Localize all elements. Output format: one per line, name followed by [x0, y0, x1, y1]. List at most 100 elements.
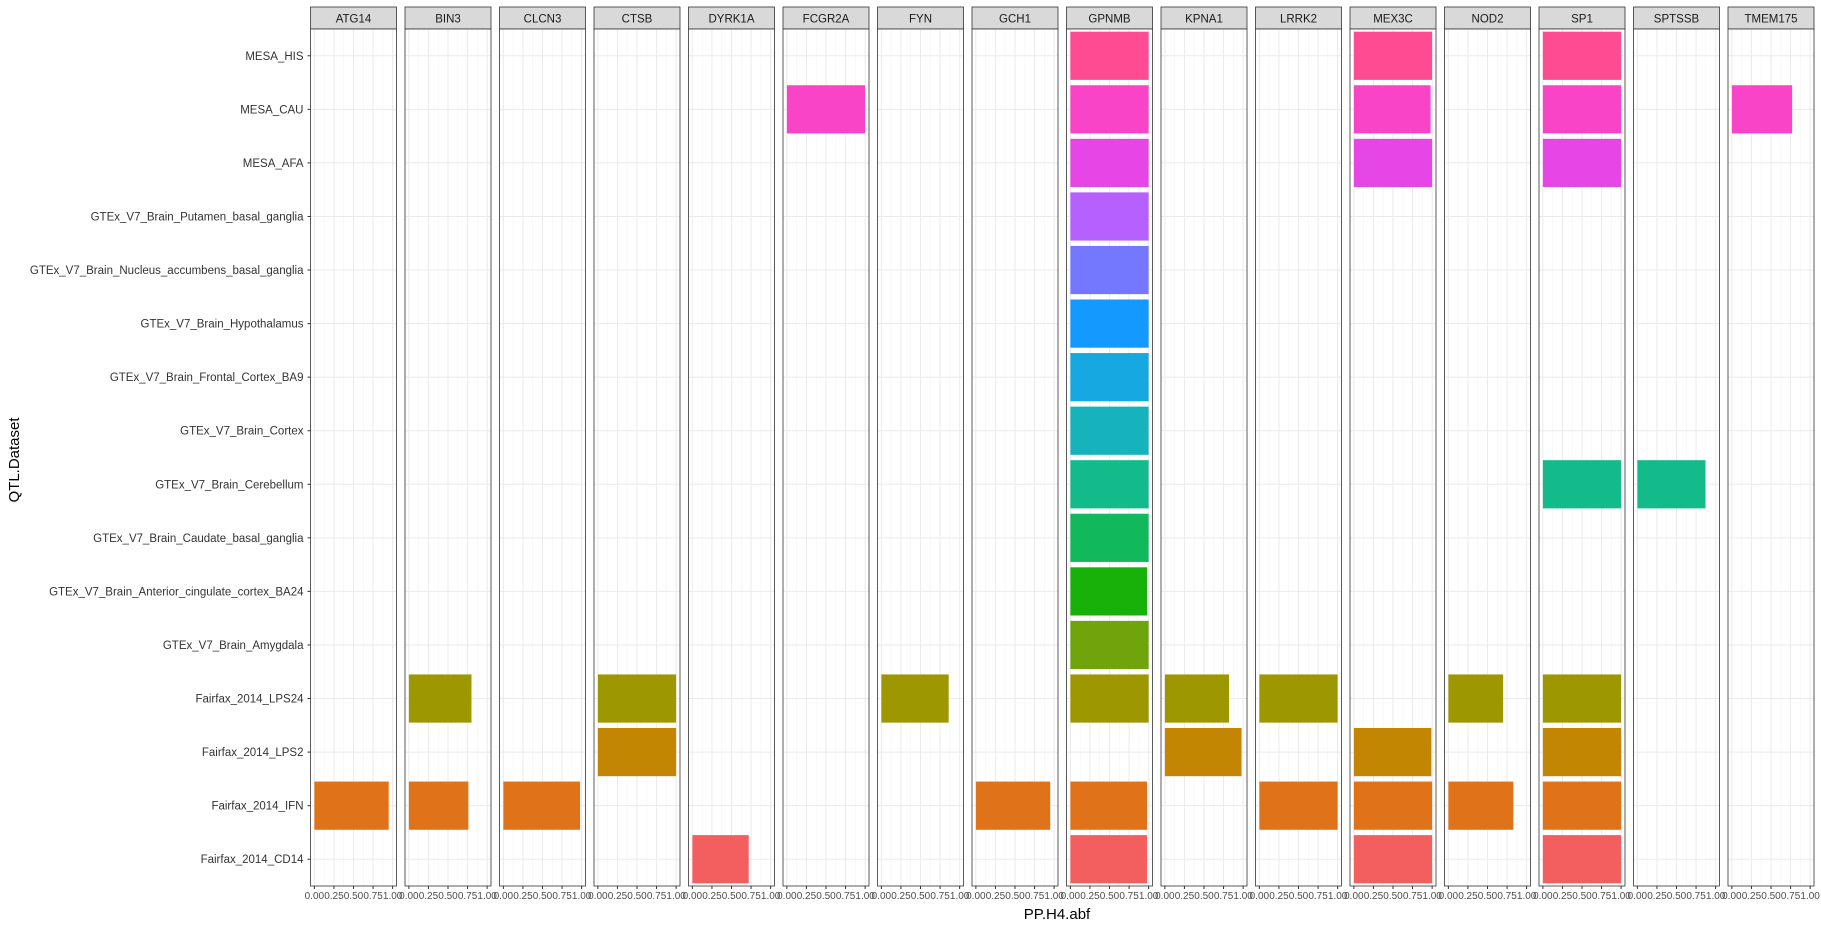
panel-strip-label: SPTSSB — [1654, 14, 1700, 26]
y-tick-label-gtex-v7-brain-frontal-cortex-ba9: GTEx_V7_Brain_Frontal_Cortex_BA9 — [110, 372, 304, 384]
bar-sp1-fairfax-2014-lps24 — [1542, 674, 1622, 723]
bar-nod2-fairfax-2014-ifn — [1448, 781, 1514, 830]
x-tick-label: 0.00 — [588, 891, 608, 902]
x-tick-label: 0.25 — [797, 891, 817, 902]
x-tick-label: 0.75 — [363, 891, 383, 902]
y-tick-label-mesa-afa: MESA_AFA — [243, 158, 304, 170]
bar-gpnmb-gtex-v7-brain-nucleus-accumbens-basal-ganglia — [1070, 245, 1149, 295]
bar-sp1-mesa-his — [1542, 31, 1622, 80]
bar-gpnmb-gtex-v7-brain-anterior-cingulate-cortex-ba24 — [1070, 567, 1148, 616]
x-tick-label: 0.25 — [1080, 891, 1100, 902]
x-tick-label: 0.00 — [305, 891, 325, 902]
bar-sp1-fairfax-2014-lps2 — [1542, 727, 1622, 777]
x-tick-label: 0.25 — [419, 891, 439, 902]
bar-gpnmb-fairfax-2014-lps24 — [1070, 674, 1149, 723]
bar-gpnmb-gtex-v7-brain-frontal-cortex-ba9 — [1070, 353, 1149, 402]
x-tick-label: 0.75 — [1025, 891, 1045, 902]
bar-tmem175-mesa-cau — [1731, 85, 1793, 134]
bar-gpnmb-gtex-v7-brain-putamen-basal-ganglia — [1070, 192, 1149, 241]
panel-gpnmb: GPNMB 0.00 0.25 0.50 0.75 1.00 — [1061, 6, 1159, 902]
bar-gch1-fairfax-2014-ifn — [975, 781, 1051, 830]
bar-sptssb-gtex-v7-brain-cerebellum — [1637, 460, 1706, 509]
x-tick-label: 0.00 — [1439, 891, 1459, 902]
bar-gpnmb-gtex-v7-brain-amygdala — [1070, 620, 1149, 670]
y-tick-label-mesa-his: MESA_HIS — [245, 51, 303, 63]
y-tick-label-gtex-v7-brain-anterior-cingulate-cortex-ba24: GTEx_V7_Brain_Anterior_cingulate_cortex_… — [49, 586, 304, 598]
y-tick-label-gtex-v7-brain-hypothalamus: GTEx_V7_Brain_Hypothalamus — [141, 319, 304, 331]
bar-mex3c-mesa-his — [1353, 31, 1433, 80]
panel-tmem175: TMEM175 0.00 0.25 0.50 0.75 1.00 — [1722, 6, 1820, 902]
panel-kpna1: KPNA1 0.00 0.25 0.50 0.75 1.00 — [1155, 6, 1253, 902]
x-tick-label: 0.75 — [1119, 891, 1139, 902]
x-tick-label: 1.00 — [1139, 891, 1159, 902]
y-tick-label-fairfax-2014-lps24: Fairfax_2014_LPS24 — [195, 694, 304, 706]
bar-sp1-mesa-afa — [1542, 138, 1622, 188]
bar-sp1-mesa-cau — [1542, 85, 1622, 134]
x-tick-label: 0.50 — [1383, 891, 1403, 902]
x-tick-label: 0.00 — [1533, 891, 1553, 902]
panel-strip-label: FYN — [909, 14, 932, 26]
x-tick-label: 0.25 — [608, 891, 628, 902]
x-tick-label: 0.25 — [986, 891, 1006, 902]
x-tick-label: 0.75 — [1686, 891, 1706, 902]
x-tick-label: 0.25 — [324, 891, 344, 902]
bar-gpnmb-fairfax-2014-ifn — [1070, 781, 1148, 830]
x-tick-label: 0.00 — [494, 891, 514, 902]
panel-strip-label: ATG14 — [336, 14, 372, 26]
y-tick-label-fairfax-2014-lps2: Fairfax_2014_LPS2 — [202, 747, 304, 759]
panel-strip-label: DYRK1A — [708, 14, 754, 26]
x-tick-label: 0.50 — [1761, 891, 1781, 902]
bar-mex3c-fairfax-2014-ifn — [1353, 781, 1433, 830]
x-tick-label: 0.75 — [1214, 891, 1234, 902]
bar-dyrk1a-fairfax-2014-cd14 — [692, 835, 749, 884]
panel-strip-label: GPNMB — [1088, 14, 1131, 26]
x-tick-label: 1.00 — [950, 891, 970, 902]
x-tick-label: 1.00 — [477, 891, 497, 902]
x-axis-title: PP.H4.abf — [1024, 906, 1091, 923]
x-tick-label: 0.25 — [1553, 891, 1573, 902]
x-tick-label: 0.25 — [1175, 891, 1195, 902]
x-tick-label: 1.00 — [666, 891, 686, 902]
x-tick-label: 0.50 — [1572, 891, 1592, 902]
bar-gpnmb-gtex-v7-brain-cortex — [1070, 406, 1149, 455]
panel-nod2: NOD2 0.00 0.25 0.50 0.75 1.00 — [1439, 6, 1537, 902]
bar-sp1-fairfax-2014-cd14 — [1542, 835, 1622, 884]
bar-gpnmb-mesa-cau — [1070, 85, 1149, 134]
x-tick-label: 1.00 — [761, 891, 781, 902]
x-tick-label: 0.50 — [344, 891, 364, 902]
panel-strip-label: NOD2 — [1472, 14, 1504, 26]
panel-fcgr2a: FCGR2A 0.00 0.25 0.50 0.75 1.00 — [777, 6, 875, 902]
bar-sp1-gtex-v7-brain-cerebellum — [1542, 460, 1622, 509]
bar-lrrk2-fairfax-2014-ifn — [1259, 781, 1338, 830]
x-tick-label: 1.00 — [572, 891, 592, 902]
panel-ctsb: CTSB 0.00 0.25 0.50 0.75 1.00 — [588, 6, 686, 902]
y-tick-label-gtex-v7-brain-cerebellum: GTEx_V7_Brain_Cerebellum — [155, 479, 303, 491]
x-tick-label: 1.00 — [1328, 891, 1348, 902]
panel-sp1: SP1 0.00 0.25 0.50 0.75 1.00 — [1533, 6, 1631, 902]
panel-sptssb: SPTSSB 0.00 0.25 0.50 0.75 1.00 — [1628, 6, 1726, 902]
x-tick-label: 1.00 — [855, 891, 875, 902]
panel-strip-label: FCGR2A — [803, 14, 850, 26]
bar-gpnmb-gtex-v7-brain-hypothalamus — [1070, 299, 1149, 348]
x-tick-label: 0.25 — [702, 891, 722, 902]
panel-strip-label: CLCN3 — [524, 14, 562, 26]
x-tick-label: 0.00 — [1061, 891, 1081, 902]
y-tick-labels: MESA_HIS MESA_CAU MESA_AFA GTEx_V7_Brain_Pu… — [30, 51, 311, 866]
x-tick-label: 0.50 — [533, 891, 553, 902]
x-tick-label: 0.75 — [458, 891, 478, 902]
x-tick-label: 0.00 — [1344, 891, 1364, 902]
x-tick-label: 0.50 — [911, 891, 931, 902]
x-tick-label: 0.50 — [1478, 891, 1498, 902]
bar-mex3c-fairfax-2014-cd14 — [1353, 835, 1433, 884]
bar-bin3-fairfax-2014-ifn — [408, 781, 469, 830]
x-tick-label: 0.75 — [1781, 891, 1801, 902]
bar-kpna1-fairfax-2014-lps2 — [1164, 727, 1242, 777]
x-tick-label: 0.00 — [1155, 891, 1175, 902]
y-tick-label-fairfax-2014-cd14: Fairfax_2014_CD14 — [201, 854, 305, 866]
y-tick-label-gtex-v7-brain-putamen-basal-ganglia: GTEx_V7_Brain_Putamen_basal_ganglia — [91, 211, 304, 223]
bar-lrrk2-fairfax-2014-lps24 — [1259, 674, 1338, 723]
x-tick-label: 1.00 — [1044, 891, 1064, 902]
x-tick-label: 1.00 — [1422, 891, 1442, 902]
panel-bin3: BIN3 0.00 0.25 0.50 0.75 1.00 — [399, 6, 497, 902]
x-tick-label: 0.00 — [777, 891, 797, 902]
